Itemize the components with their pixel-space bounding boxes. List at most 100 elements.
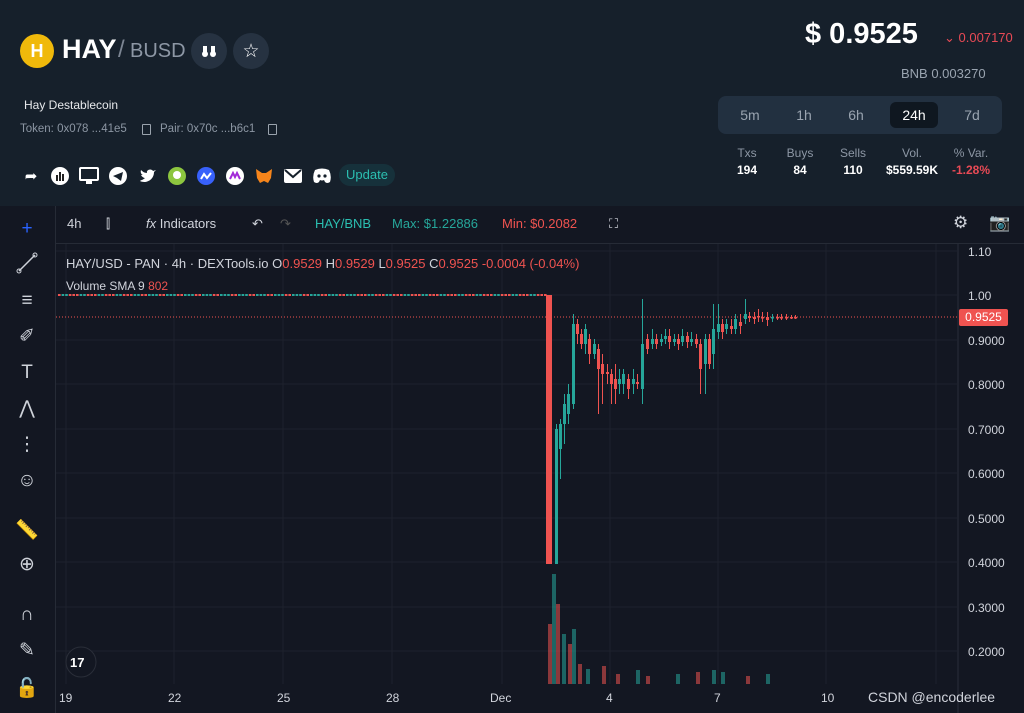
candle	[173, 294, 176, 296]
candle	[504, 294, 507, 296]
fullscreen-icon[interactable]: ⛶	[609, 216, 619, 231]
settings-icon[interactable]: ⚙	[953, 213, 969, 232]
candle	[79, 294, 83, 296]
candle	[284, 294, 288, 296]
timeframe-selector	[718, 96, 1002, 134]
candle	[734, 319, 737, 329]
candle	[518, 294, 522, 296]
pair-switch-button[interactable]: HAY/BNB	[315, 216, 372, 231]
candle	[169, 294, 173, 296]
redo-icon[interactable]: ↷	[280, 216, 291, 231]
candle	[133, 294, 137, 296]
candles-icon[interactable]: ⫿	[106, 216, 111, 231]
tab-7d[interactable]: 7d	[964, 107, 980, 123]
x-tick: 4	[606, 691, 613, 705]
coinmarketcap-icon[interactable]	[196, 166, 216, 186]
candle	[580, 334, 583, 344]
candle	[468, 294, 471, 296]
candle	[162, 294, 165, 296]
candle	[306, 294, 309, 296]
text-icon[interactable]: T	[21, 362, 33, 383]
discord-icon[interactable]	[312, 166, 332, 186]
magnet-icon[interactable]: ∩	[20, 604, 34, 625]
candle	[717, 324, 720, 332]
undo-icon[interactable]: ↶	[252, 216, 263, 231]
interval-button[interactable]: 4h	[67, 216, 82, 231]
candle	[241, 294, 245, 296]
horizontal-lines-icon[interactable]: ≡	[21, 290, 33, 311]
y-tick: 0.3000	[968, 601, 1005, 615]
candle	[601, 364, 604, 374]
twitter-icon[interactable]	[138, 166, 158, 186]
candle	[482, 294, 486, 296]
ruler-icon[interactable]: 📏	[15, 520, 39, 541]
emoji-icon[interactable]: ☺	[17, 470, 37, 491]
candle	[730, 326, 733, 329]
min-price: Min: $0.2082	[502, 216, 578, 231]
metamask-icon[interactable]	[254, 166, 274, 186]
candle	[119, 294, 122, 296]
candle	[353, 294, 356, 296]
website-icon[interactable]	[79, 166, 99, 186]
candle	[618, 379, 621, 384]
indicators-button[interactable]: fx Indicators	[146, 216, 216, 231]
legend-l: L	[378, 256, 386, 271]
candle	[97, 294, 101, 296]
copy-pair-icon[interactable]	[268, 124, 277, 135]
candle	[529, 294, 533, 296]
price-chart[interactable]: 17	[56, 244, 1024, 713]
y-tick: 0.2000	[968, 645, 1005, 659]
volume-bar	[548, 624, 552, 684]
volume-label: Volume SMA 9	[66, 279, 145, 293]
share-icon[interactable]: ➦	[24, 168, 38, 185]
chart-legend: HAY/USD - PAN · 4h · DEXTools.io O0.9529…	[66, 256, 579, 271]
candle	[144, 294, 147, 296]
lock-icon[interactable]: 🔓	[15, 678, 39, 699]
candle	[576, 324, 579, 334]
candle	[536, 294, 540, 296]
tab-1h[interactable]: 1h	[796, 107, 812, 123]
prediction-icon[interactable]: ⋮	[17, 434, 37, 455]
tracker-icon[interactable]	[225, 166, 245, 186]
bnb-price: BNB 0.003270	[901, 66, 986, 81]
crosshair-icon[interactable]: +	[21, 218, 33, 239]
candle	[400, 294, 403, 296]
tab-6h[interactable]: 6h	[848, 107, 864, 123]
update-button[interactable]: Update	[339, 164, 395, 186]
legend-h-value: 0.9529	[335, 256, 375, 271]
candle	[428, 294, 432, 296]
frog-icon[interactable]	[167, 166, 187, 186]
candle	[385, 294, 389, 296]
zoom-icon[interactable]: ⊕	[19, 554, 35, 575]
binoculars-button[interactable]	[191, 33, 227, 69]
candle	[785, 317, 788, 319]
candle	[299, 294, 302, 296]
candle	[522, 294, 525, 296]
trendline-icon[interactable]	[14, 252, 40, 278]
telegram-icon[interactable]	[108, 166, 128, 186]
tab-5m[interactable]: 5m	[740, 107, 760, 123]
volume-bar	[676, 674, 680, 684]
candle	[61, 294, 65, 296]
camera-icon[interactable]: 📷	[989, 213, 1011, 232]
candle	[83, 294, 86, 296]
stat-header-sells: Sells	[839, 146, 866, 160]
token-address: Token: 0x078 ...41e5	[20, 123, 127, 135]
chart-icon[interactable]	[50, 166, 70, 186]
candle	[288, 294, 291, 296]
email-icon[interactable]	[283, 166, 303, 186]
pattern-icon[interactable]: ⋀	[19, 398, 35, 419]
favorite-button[interactable]: ☆	[233, 33, 269, 69]
candle	[252, 294, 255, 296]
volume-bar	[556, 604, 560, 684]
volume-bar	[616, 674, 620, 684]
brush-icon[interactable]: ✐	[19, 326, 35, 347]
candle	[725, 324, 728, 329]
candle	[660, 339, 663, 342]
candle	[572, 324, 575, 404]
tab-24h[interactable]: 24h	[890, 102, 938, 128]
lock-drawing-icon[interactable]: ✎	[19, 640, 35, 661]
candle	[593, 344, 596, 354]
drawing-toolbar: + ≡ ✐ T ⋀ ⋮ ☺ 📏 ⊕ ∩ ✎ 🔓	[0, 206, 56, 713]
copy-token-icon[interactable]	[142, 124, 151, 135]
